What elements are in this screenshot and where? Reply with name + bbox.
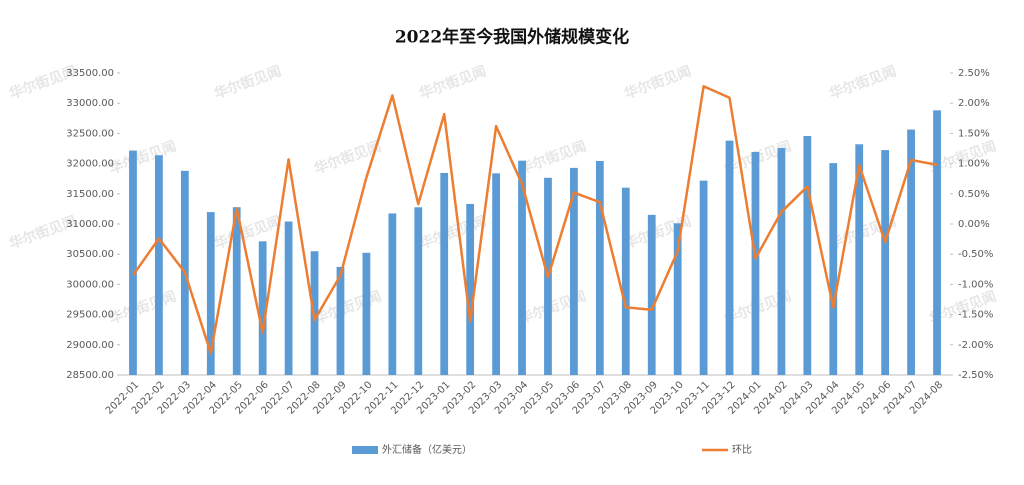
- y2-tick-label: -2.50%: [958, 370, 993, 381]
- y-tick-label: 28500.00: [66, 370, 114, 381]
- y2-tick-label: 2.00%: [958, 98, 990, 109]
- bar: [933, 110, 941, 375]
- bar: [725, 140, 734, 375]
- y-tick-label: 31000.00: [66, 219, 114, 230]
- y2-tick-label: 0.00%: [958, 219, 990, 230]
- watermark: 华尔街见闻: [417, 63, 489, 103]
- y2-tick-label: -2.00%: [958, 340, 993, 351]
- bar: [362, 252, 371, 375]
- bar: [829, 163, 838, 375]
- bar: [440, 172, 449, 375]
- bar: [518, 160, 526, 375]
- y-tick-label: 31500.00: [66, 189, 114, 200]
- line: [131, 85, 938, 355]
- watermark: 华尔街见闻: [827, 63, 899, 103]
- bar: [232, 207, 241, 375]
- bar: [777, 148, 786, 375]
- y-tick-label: 33500.00: [66, 68, 114, 79]
- bar: [206, 212, 215, 375]
- bar: [570, 167, 578, 375]
- watermark: 华尔街见闻: [622, 63, 694, 103]
- bar: [388, 213, 397, 375]
- y-tick-label: 30000.00: [66, 279, 114, 290]
- y2-tick-label: 2.50%: [958, 68, 990, 79]
- bar: [284, 221, 293, 375]
- watermark: 华尔街见闻: [212, 63, 284, 103]
- bar: [129, 150, 137, 375]
- y2-tick-label: -0.50%: [958, 249, 993, 260]
- chart-title: 2022年至今我国外储规模变化: [395, 27, 629, 48]
- y2-tick-label: 1.50%: [958, 128, 990, 139]
- bar: [155, 155, 163, 375]
- y-tick-label: 29500.00: [66, 310, 114, 321]
- bar: [336, 266, 345, 375]
- bar: [673, 223, 682, 375]
- bar: [647, 214, 656, 375]
- y2-tick-label: 1.00%: [958, 159, 990, 170]
- y-tick-label: 29000.00: [66, 340, 114, 351]
- bar: [881, 150, 890, 375]
- bar: [466, 203, 475, 375]
- bar: [803, 135, 812, 375]
- legend-swatch: [352, 446, 378, 454]
- bar: [621, 187, 630, 375]
- y-tick-label: 30500.00: [66, 249, 114, 260]
- bar: [751, 151, 760, 375]
- watermark: 华尔街见闻: [107, 288, 179, 328]
- watermark: 华尔街见闻: [212, 213, 284, 253]
- bar: [595, 161, 604, 375]
- bar: [907, 129, 915, 375]
- y2-tick-label: -1.00%: [958, 279, 993, 290]
- legend-label: 环比: [732, 444, 752, 456]
- bar: [258, 241, 267, 375]
- watermark: 华尔街见闻: [107, 138, 179, 178]
- watermark: 华尔街见闻: [417, 213, 489, 253]
- bar: [492, 173, 500, 375]
- y2-tick-label: 0.50%: [958, 189, 990, 200]
- bar: [414, 207, 423, 375]
- bar: [699, 180, 708, 375]
- legend-label: 外汇储备（亿美元）: [382, 443, 472, 456]
- y2-tick-label: -1.50%: [958, 310, 993, 321]
- y-tick-label: 32000.00: [66, 159, 114, 170]
- y-tick-label: 32500.00: [66, 128, 114, 139]
- y-tick-label: 33000.00: [66, 98, 114, 109]
- bar: [855, 144, 864, 375]
